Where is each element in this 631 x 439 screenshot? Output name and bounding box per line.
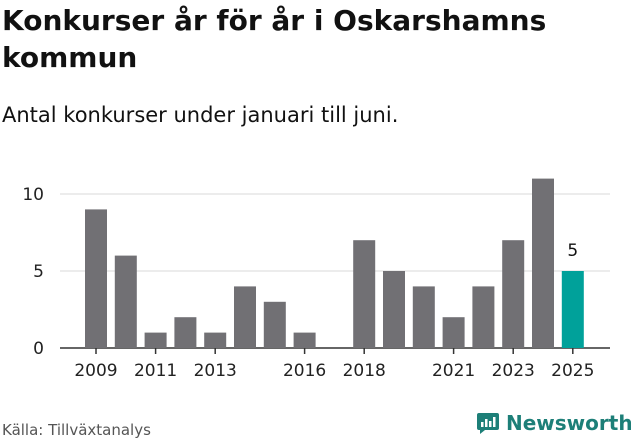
newsworthy-logo-icon <box>476 411 500 435</box>
x-tick-label: 2023 <box>492 361 535 381</box>
bar-2013 <box>204 332 227 348</box>
x-tick-label: 2025 <box>551 361 594 381</box>
y-axis-ticks: 0 5 10 <box>22 185 44 359</box>
y-tick-label: 10 <box>22 185 44 205</box>
bar-2018 <box>353 240 376 348</box>
bar-2019 <box>383 271 405 348</box>
x-tick-label: 2021 <box>432 361 475 381</box>
x-tick-label: 2009 <box>74 361 117 381</box>
x-tick-label: 2011 <box>134 361 177 381</box>
chart-subtitle: Antal konkurser under januari till juni. <box>2 103 399 127</box>
newsworthy-brand[interactable]: Newsworthy <box>476 409 631 437</box>
data-label-2025: 5 <box>567 241 578 261</box>
x-tick-label: 2016 <box>283 361 326 381</box>
y-tick-label: 0 <box>33 339 44 359</box>
bar-2015 <box>263 301 286 348</box>
y-tick-label: 5 <box>33 262 44 282</box>
bars <box>85 178 584 348</box>
brand-name: Newsworthy <box>506 411 631 435</box>
bar-2022 <box>472 286 495 348</box>
bar-2014 <box>234 286 256 348</box>
bar-2021 <box>442 317 465 348</box>
bar-chart: 5 0 5 10 2009 2011 2013 2016 2018 2021 2023 2025 <box>22 178 610 381</box>
bar-2024 <box>532 178 554 348</box>
data-labels: 5 <box>567 241 578 261</box>
chart-title: Konkurser år för år i Oskarshamns kommun <box>2 4 547 74</box>
bar-2023 <box>502 240 525 348</box>
bar-2009 <box>85 209 107 348</box>
x-tick-label: 2013 <box>194 361 237 381</box>
grid-lines <box>60 193 610 349</box>
bar-2016 <box>293 332 316 348</box>
bar-2012 <box>174 317 197 348</box>
x-tick-label: 2018 <box>343 361 386 381</box>
bar-2020 <box>412 286 435 348</box>
source-note: Källa: Tillväxtanalys <box>2 421 151 439</box>
bar-2010 <box>114 255 137 348</box>
x-axis-ticks: 2009 2011 2013 2016 2018 2021 2023 2025 <box>74 348 594 381</box>
bar-2025 <box>561 271 584 348</box>
bar-2011 <box>144 332 167 348</box>
